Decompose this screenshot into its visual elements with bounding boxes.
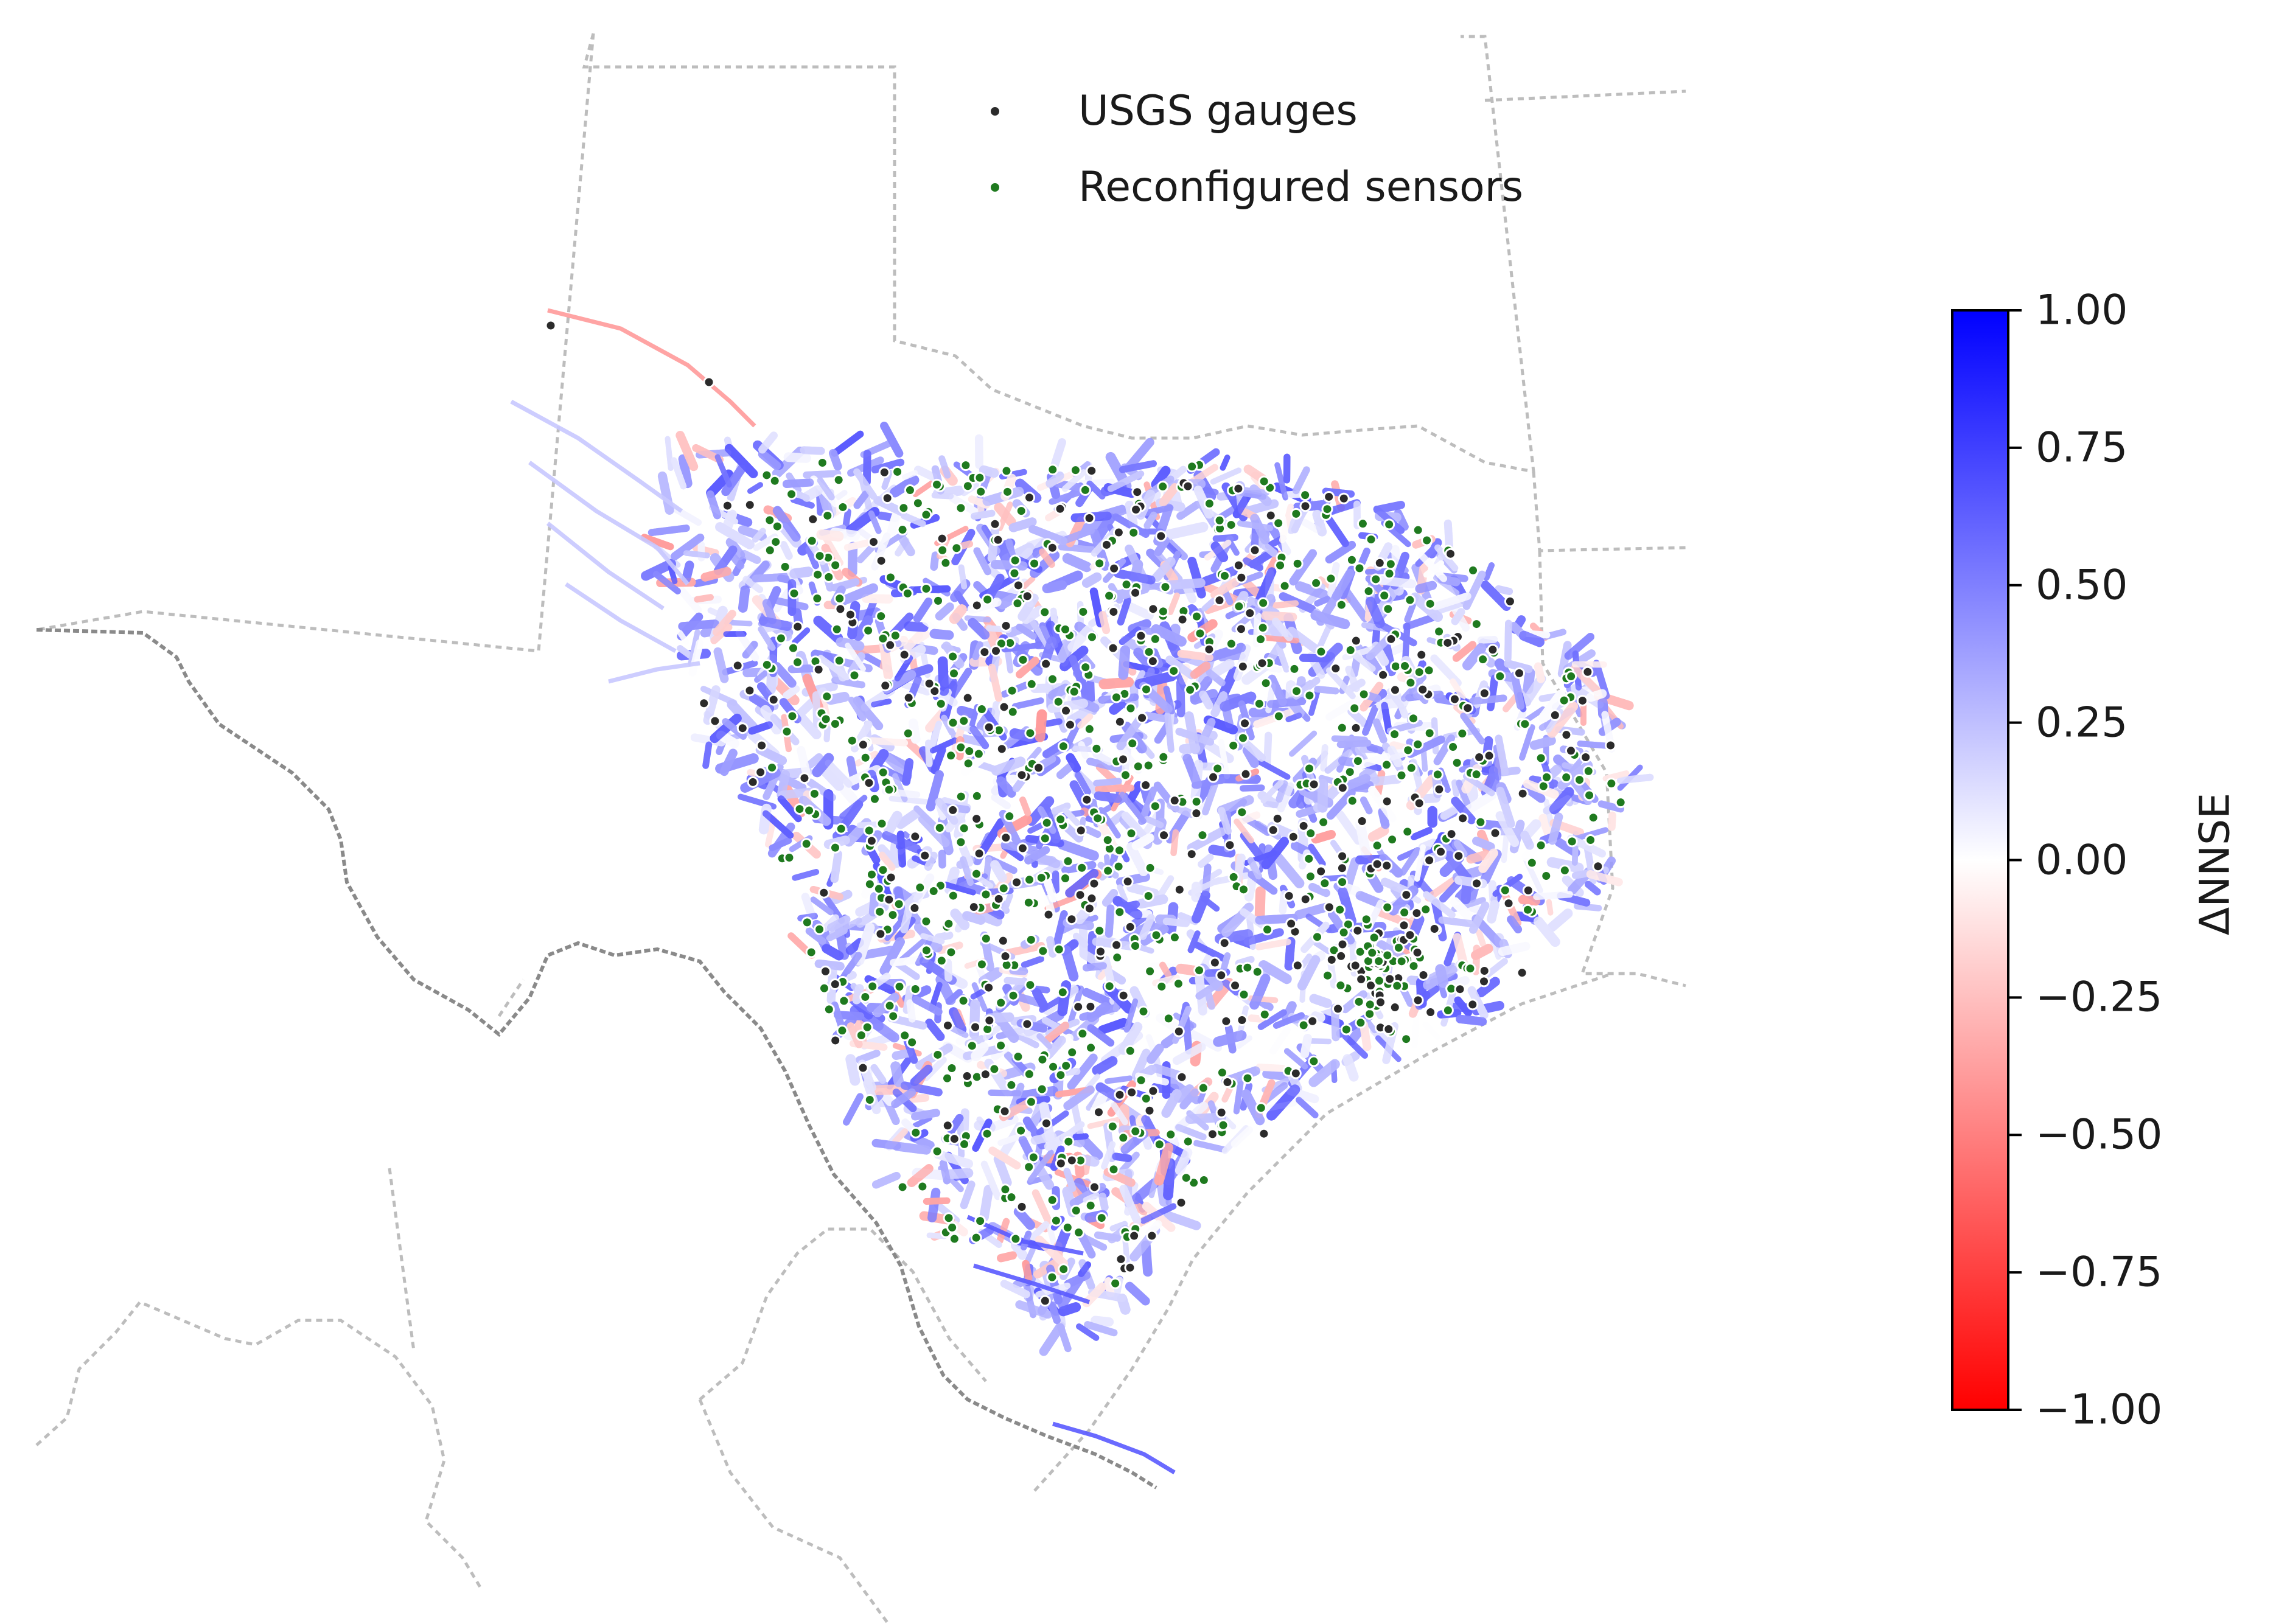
kansas-boundary [1484,89,1686,102]
boundary-layer [35,33,1686,1624]
sensor-marker-icon [991,183,999,192]
river-network [510,308,1654,1475]
colorbar-tick-label: −1.00 [2036,1385,2163,1434]
colorbar-tick-label: 0.75 [2036,423,2128,472]
legend-item-sensors: Reconfigured sensors [974,149,1674,225]
legend-label-usgs: USGS gauges [1078,87,1358,135]
gauge-points [545,319,1627,1307]
colorbar-tick-label: 0.25 [2036,699,2128,747]
louisiana-boundary [1538,550,1686,988]
legend-label-sensors: Reconfigured sensors [1078,163,1524,211]
colorbar-title: ΔNNSE [2191,792,2239,936]
oklahoma-boundary [582,33,1535,474]
colorbar-tick-label: 1.00 [2036,286,2128,335]
rio-grande [36,628,1157,1490]
mexico-state-boundary-2 [699,1227,987,1401]
gulf-coast [1033,972,1613,1492]
arkansas-boundary [1532,471,1686,552]
colorbar-tick-label: 0.50 [2036,561,2128,610]
colorbar-tick-label: −0.75 [2036,1248,2163,1297]
colorbar-tick-label: 0.00 [2036,836,2128,884]
new-mexico-boundary [36,33,595,653]
usgs-marker-icon [991,106,999,116]
mexico-state-boundary-3 [388,978,525,1351]
legend-item-usgs: USGS gauges [974,73,1674,149]
colorbar-tick-label: −0.25 [2036,973,2163,1022]
legend: USGS gauges Reconfigured sensors [974,73,1674,225]
mexico-state-boundary-1 [35,1300,483,1589]
colorbar-tick-label: −0.50 [2036,1110,2163,1159]
mexico-state-boundary-4 [698,1399,890,1624]
colorbar-gradient [1951,309,2009,1411]
colorbar [1951,309,2022,1411]
colorbar-ticks [2008,309,2022,1411]
